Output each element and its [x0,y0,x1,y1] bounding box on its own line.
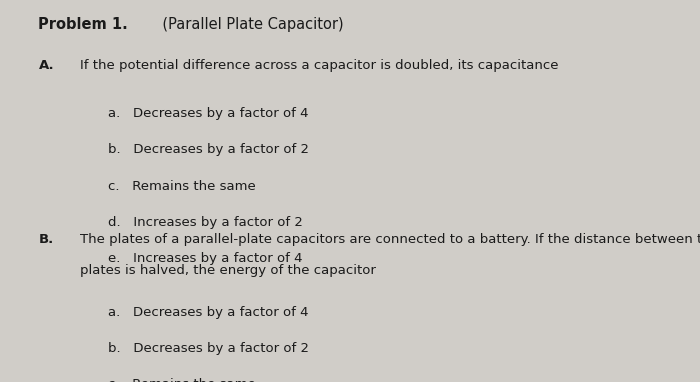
Text: (Parallel Plate Capacitor): (Parallel Plate Capacitor) [130,17,343,32]
Text: plates is halved, the energy of the capacitor: plates is halved, the energy of the capa… [80,264,377,277]
Text: a.   Decreases by a factor of 4: a. Decreases by a factor of 4 [108,107,309,120]
Text: b.   Decreases by a factor of 2: b. Decreases by a factor of 2 [108,143,309,156]
Text: a.   Decreases by a factor of 4: a. Decreases by a factor of 4 [108,306,309,319]
Text: b.   Decreases by a factor of 2: b. Decreases by a factor of 2 [108,342,309,355]
Text: c.   Remains the same: c. Remains the same [108,180,256,193]
Text: The plates of a parallel-plate capacitors are connected to a battery. If the dis: The plates of a parallel-plate capacitor… [80,233,700,246]
Text: Problem 1.: Problem 1. [38,17,128,32]
Text: If the potential difference across a capacitor is doubled, its capacitance: If the potential difference across a cap… [80,59,559,72]
Text: c.   Remains the same: c. Remains the same [108,378,256,382]
Text: e.   Increases by a factor of 4: e. Increases by a factor of 4 [108,252,303,265]
Text: d.   Increases by a factor of 2: d. Increases by a factor of 2 [108,216,303,229]
Text: B.: B. [38,233,54,246]
Text: A.: A. [38,59,54,72]
